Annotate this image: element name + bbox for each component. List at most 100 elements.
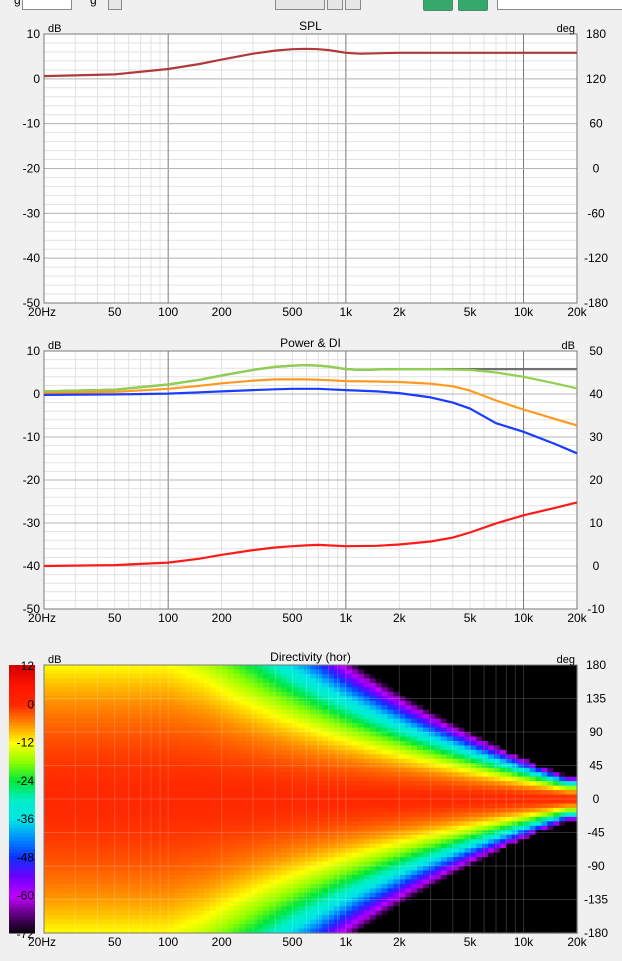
heatmap-cell xyxy=(286,803,294,809)
heatmap-cell xyxy=(292,897,300,903)
heatmap-cell xyxy=(452,919,460,925)
heatmap-cell xyxy=(286,924,294,930)
heatmap-cell xyxy=(304,821,312,827)
heatmap-cell xyxy=(405,866,412,872)
heatmap-cell xyxy=(482,691,489,697)
heatmap-cell xyxy=(381,915,389,921)
heatmap-cell xyxy=(269,669,276,675)
heatmap-cell xyxy=(97,682,104,688)
heatmap-cell xyxy=(215,834,223,840)
heatmap-cell xyxy=(115,848,122,854)
heatmap-cell xyxy=(446,709,454,715)
heatmap-cell xyxy=(233,745,241,751)
green-action-button[interactable] xyxy=(458,0,488,11)
heatmap-cell xyxy=(91,687,98,693)
heatmap-cell xyxy=(286,866,294,872)
heatmap-cell xyxy=(203,857,211,863)
heatmap-cell xyxy=(168,718,175,724)
heatmap-cell xyxy=(440,816,448,822)
heatmap-cell xyxy=(132,745,140,751)
heatmap-cell xyxy=(369,807,377,813)
heatmap-cell xyxy=(209,897,217,903)
heatmap-cell xyxy=(245,915,252,921)
green-action-button[interactable] xyxy=(423,0,453,11)
heatmap-cell xyxy=(440,790,448,796)
heatmap-cell xyxy=(257,732,264,738)
heatmap-cell xyxy=(500,665,507,671)
heatmap-cell xyxy=(186,691,193,697)
heatmap-cell xyxy=(505,709,513,715)
heatmap-cell xyxy=(286,691,294,697)
heatmap-cell xyxy=(168,673,175,679)
heatmap-cell xyxy=(61,673,69,679)
heatmap-cell xyxy=(428,727,436,733)
heatmap-cell xyxy=(144,906,152,912)
heatmap-cell xyxy=(280,825,288,831)
heatmap-cell xyxy=(346,718,353,724)
heatmap-cell xyxy=(233,767,241,773)
toolbar-input[interactable] xyxy=(22,0,72,10)
heatmap-cell xyxy=(174,892,181,898)
heatmap-cell xyxy=(132,714,140,720)
heatmap-cell xyxy=(304,714,312,720)
heatmap-cell xyxy=(150,745,158,751)
heatmap-cell xyxy=(73,709,81,715)
heatmap-cell xyxy=(286,763,294,769)
toolbar-button[interactable] xyxy=(275,0,325,10)
heatmap-cell xyxy=(286,790,294,796)
heatmap-cell xyxy=(97,915,104,921)
heatmap-cell xyxy=(405,919,412,925)
heatmap-cell xyxy=(192,696,199,702)
heatmap-cell xyxy=(458,870,466,876)
heatmap-cell xyxy=(322,924,329,930)
heatmap-cell xyxy=(239,839,246,845)
heatmap-cell xyxy=(103,879,110,885)
heatmap-cell xyxy=(340,785,347,791)
heatmap-cell xyxy=(488,924,495,930)
heatmap-cell xyxy=(251,669,258,675)
heatmap-cell xyxy=(405,888,412,894)
heatmap-cell xyxy=(369,843,377,849)
toolbar-button[interactable] xyxy=(345,0,361,10)
heatmap-cell xyxy=(405,816,412,822)
heatmap-cell xyxy=(162,758,169,764)
heatmap-cell xyxy=(440,718,448,724)
heatmap-cell xyxy=(381,665,389,671)
heatmap-cell xyxy=(174,723,181,729)
heatmap-cell xyxy=(446,915,454,921)
heatmap-cell xyxy=(446,906,454,912)
heatmap-cell xyxy=(109,901,116,907)
heatmap-cell xyxy=(458,678,466,684)
heatmap-cell xyxy=(55,682,63,688)
heatmap-cell xyxy=(440,736,448,742)
heatmap-cell xyxy=(79,727,87,733)
heatmap-cell xyxy=(197,843,205,849)
heatmap-cell xyxy=(174,740,181,746)
heatmap-cell xyxy=(233,772,241,778)
heatmap-cell xyxy=(375,825,383,831)
heatmap-cell xyxy=(162,906,169,912)
toolbar-checkbox[interactable] xyxy=(108,0,122,10)
heatmap-cell xyxy=(494,928,501,934)
heatmap-cell xyxy=(97,799,104,805)
heatmap-cell xyxy=(280,803,288,809)
heatmap-cell xyxy=(500,682,507,688)
heatmap-cell xyxy=(346,665,353,671)
heatmap-cell xyxy=(85,924,92,930)
heatmap-cell xyxy=(227,709,235,715)
heatmap-cell xyxy=(67,709,75,715)
heatmap-cell xyxy=(470,687,477,693)
heatmap-cell xyxy=(434,790,442,796)
heatmap-cell xyxy=(233,830,241,836)
toolbar-button[interactable] xyxy=(327,0,343,10)
heatmap-cell xyxy=(97,821,104,827)
heatmap-cell xyxy=(446,883,454,889)
heatmap-cell xyxy=(357,803,365,809)
toolbar-dropdown[interactable] xyxy=(497,0,622,10)
heatmap-cell xyxy=(91,928,98,934)
heatmap-cell xyxy=(91,807,98,813)
colorbar-cell xyxy=(9,866,35,870)
heatmap-cell xyxy=(375,776,383,782)
heatmap-cell xyxy=(328,749,335,755)
